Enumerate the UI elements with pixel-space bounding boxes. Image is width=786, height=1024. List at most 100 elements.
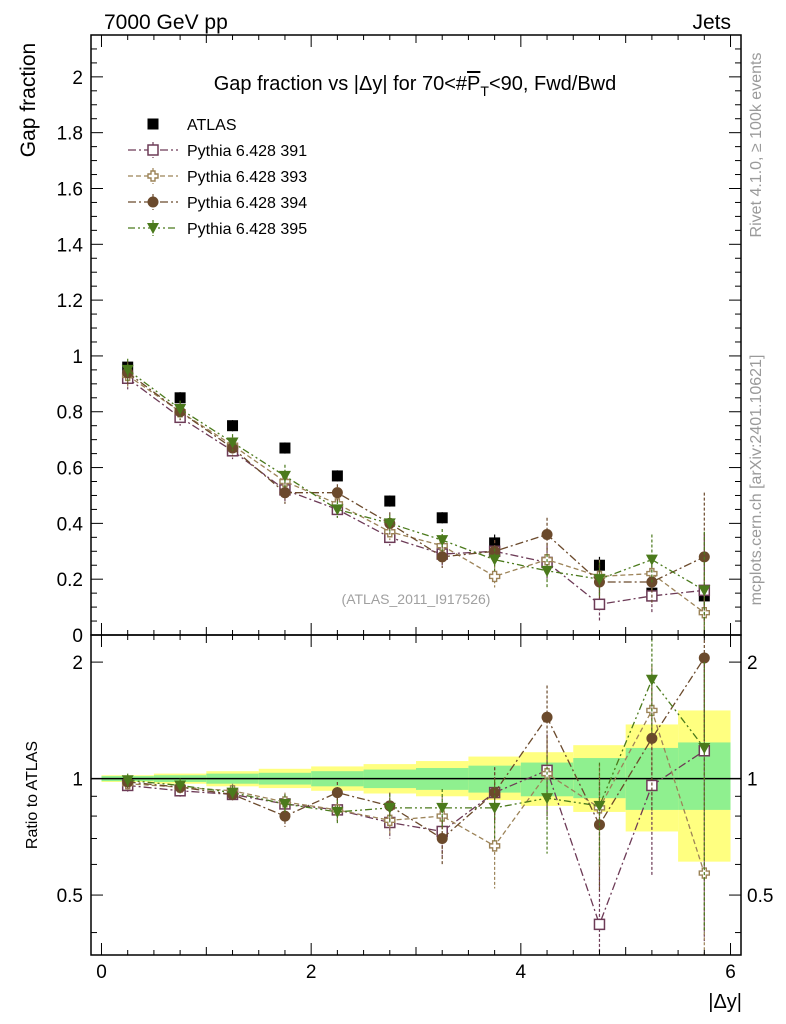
- mcplots-label: mcplots.cern.ch [arXiv:2401.10621]: [748, 355, 765, 606]
- legend-label-2: Pythia 6.428 393: [187, 169, 307, 186]
- ratio-point-2-3: [279, 810, 291, 822]
- ratio-point-0-9: [593, 918, 606, 931]
- ratio-series-3-line: [127, 678, 705, 813]
- main-series-1-line: [127, 377, 705, 605]
- main-point-4-7: [488, 554, 501, 566]
- legend-entry-2: Pythia 6.428 393: [128, 168, 307, 186]
- ratio-series-3: [121, 638, 711, 933]
- legend-label-3: Pythia 6.428 394: [187, 195, 307, 212]
- ratio-point-3-7: [488, 802, 501, 814]
- main-y-tick-label: 0.2: [57, 570, 83, 591]
- legend-label-4: Pythia 6.428 395: [187, 221, 307, 238]
- ratio-point-3-9: [593, 800, 606, 812]
- legend-entry-0: ATLAS: [147, 117, 237, 134]
- analysis-watermark: (ATLAS_2011_I917526): [342, 591, 491, 607]
- ratio-y-tick-label: 0.5: [57, 886, 83, 907]
- main-y-tick-label: 1.4: [57, 235, 84, 256]
- main-point-3-6: [436, 551, 448, 563]
- ratio-series-layer: [121, 635, 711, 955]
- ratio-point-3-4: [331, 806, 344, 818]
- ratio-y-tick-label: 2: [72, 653, 83, 674]
- ratio-y-axis-label: Ratio to ATLAS: [24, 741, 41, 849]
- main-point-4-0: [121, 364, 134, 376]
- ratio-y-tick-label-right: 1: [747, 770, 758, 791]
- main-point-3-8: [541, 529, 553, 541]
- ratio-point-3-1: [174, 780, 187, 792]
- x-tick-label: 4: [516, 962, 527, 983]
- legend-marker-0: [147, 118, 159, 130]
- legend-label-1: Pythia 6.428 391: [187, 143, 307, 160]
- ratio-y-tick-label: 1: [72, 770, 83, 791]
- main-y-axis-label: Gap fraction: [17, 43, 40, 157]
- legend-marker-3: [147, 196, 159, 208]
- ratio-point-3-5: [383, 802, 396, 814]
- ratio-point-2-4: [331, 787, 343, 799]
- legend-entry-3: Pythia 6.428 394: [128, 194, 307, 212]
- legend-label-0: ATLAS: [187, 117, 237, 134]
- main-point-1-9: [593, 598, 606, 611]
- ratio-point-3-2: [226, 787, 239, 799]
- chart-title-p: P: [467, 73, 480, 95]
- main-point-2-7: [488, 570, 501, 583]
- ratio-y-tick-label-right: 2: [747, 653, 758, 674]
- main-point-0-3: [279, 442, 291, 454]
- axes-layer: 0 0.2 0.4 0.6 0.8 1 1.2 1.4 1.6 1.8 2 0 2 4 6 0.5 0.5 1 1 2…: [57, 34, 773, 983]
- main-y-tick-label: 1: [72, 347, 83, 368]
- main-y-tick-label: 1.8: [57, 124, 83, 145]
- main-point-3-4: [331, 487, 343, 499]
- main-point-0-6: [436, 512, 448, 524]
- main-series-layer: [121, 358, 711, 635]
- main-series-4: [121, 358, 711, 635]
- main-point-4-3: [278, 470, 291, 482]
- main-series-4-line: [127, 369, 705, 591]
- main-series-3: [122, 361, 710, 622]
- main-series-3-line: [127, 372, 705, 583]
- main-y-tick-label: 1.6: [57, 179, 83, 200]
- main-point-4-2: [226, 437, 239, 449]
- main-y-tick-label: 1.2: [57, 291, 83, 312]
- header-left: 7000 GeV pp: [104, 11, 228, 34]
- ratio-point-3-0: [121, 775, 134, 787]
- legend-marker-1: [147, 144, 159, 156]
- main-series-2-line: [127, 374, 705, 614]
- ratio-point-3-10: [645, 674, 658, 686]
- main-point-0-4: [331, 470, 343, 482]
- x-tick-label: 6: [725, 962, 736, 983]
- main-point-4-6: [436, 535, 449, 547]
- rivet-version-label: Rivet 4.1.0, ≥ 100k events: [748, 53, 765, 238]
- main-point-0-1: [174, 392, 186, 404]
- ratio-point-3-8: [541, 793, 554, 805]
- legend: ATLAS Pythia 6.428 391 Pythia 6.428 393 Pyt…: [128, 117, 307, 238]
- ratio-y-tick-label-right: 0.5: [747, 886, 773, 907]
- main-point-4-8: [541, 565, 554, 577]
- legend-marker-2: [147, 170, 159, 182]
- ratio-point-2-11: [698, 652, 710, 664]
- main-y-tick-label: 0: [72, 626, 83, 647]
- main-point-4-5: [383, 518, 396, 530]
- main-point-4-4: [331, 504, 344, 516]
- header-right: Jets: [692, 11, 731, 34]
- main-y-tick-label: 2: [72, 68, 83, 89]
- main-y-tick-label: 0.4: [57, 514, 84, 535]
- chart-title-suffix: <90, Fwd/Bwd: [489, 73, 616, 95]
- main-y-tick-label: 0.8: [57, 403, 83, 424]
- chart-title-prefix: Gap fraction vs |Δy| for 70<#: [214, 73, 468, 95]
- main-point-3-3: [279, 487, 291, 499]
- x-tick-label: 2: [306, 962, 317, 983]
- main-point-0-2: [227, 420, 239, 432]
- ratio-point-2-10: [646, 732, 658, 744]
- main-point-4-11: [698, 585, 711, 597]
- ratio-point-3-11: [698, 742, 711, 754]
- ratio-point-3-6: [436, 802, 449, 814]
- ratio-series-2-line: [127, 657, 705, 840]
- ratio-series-1-line: [127, 708, 705, 874]
- main-y-tick-label: 0.6: [57, 459, 83, 480]
- main-point-0-5: [384, 495, 396, 507]
- main-series-0: [122, 361, 710, 608]
- main-point-4-10: [645, 554, 658, 566]
- chart-title-subscript: T: [480, 83, 489, 99]
- ratio-point-2-8: [541, 711, 553, 723]
- ratio-point-3-3: [278, 798, 291, 810]
- legend-entry-4: Pythia 6.428 395: [128, 220, 307, 238]
